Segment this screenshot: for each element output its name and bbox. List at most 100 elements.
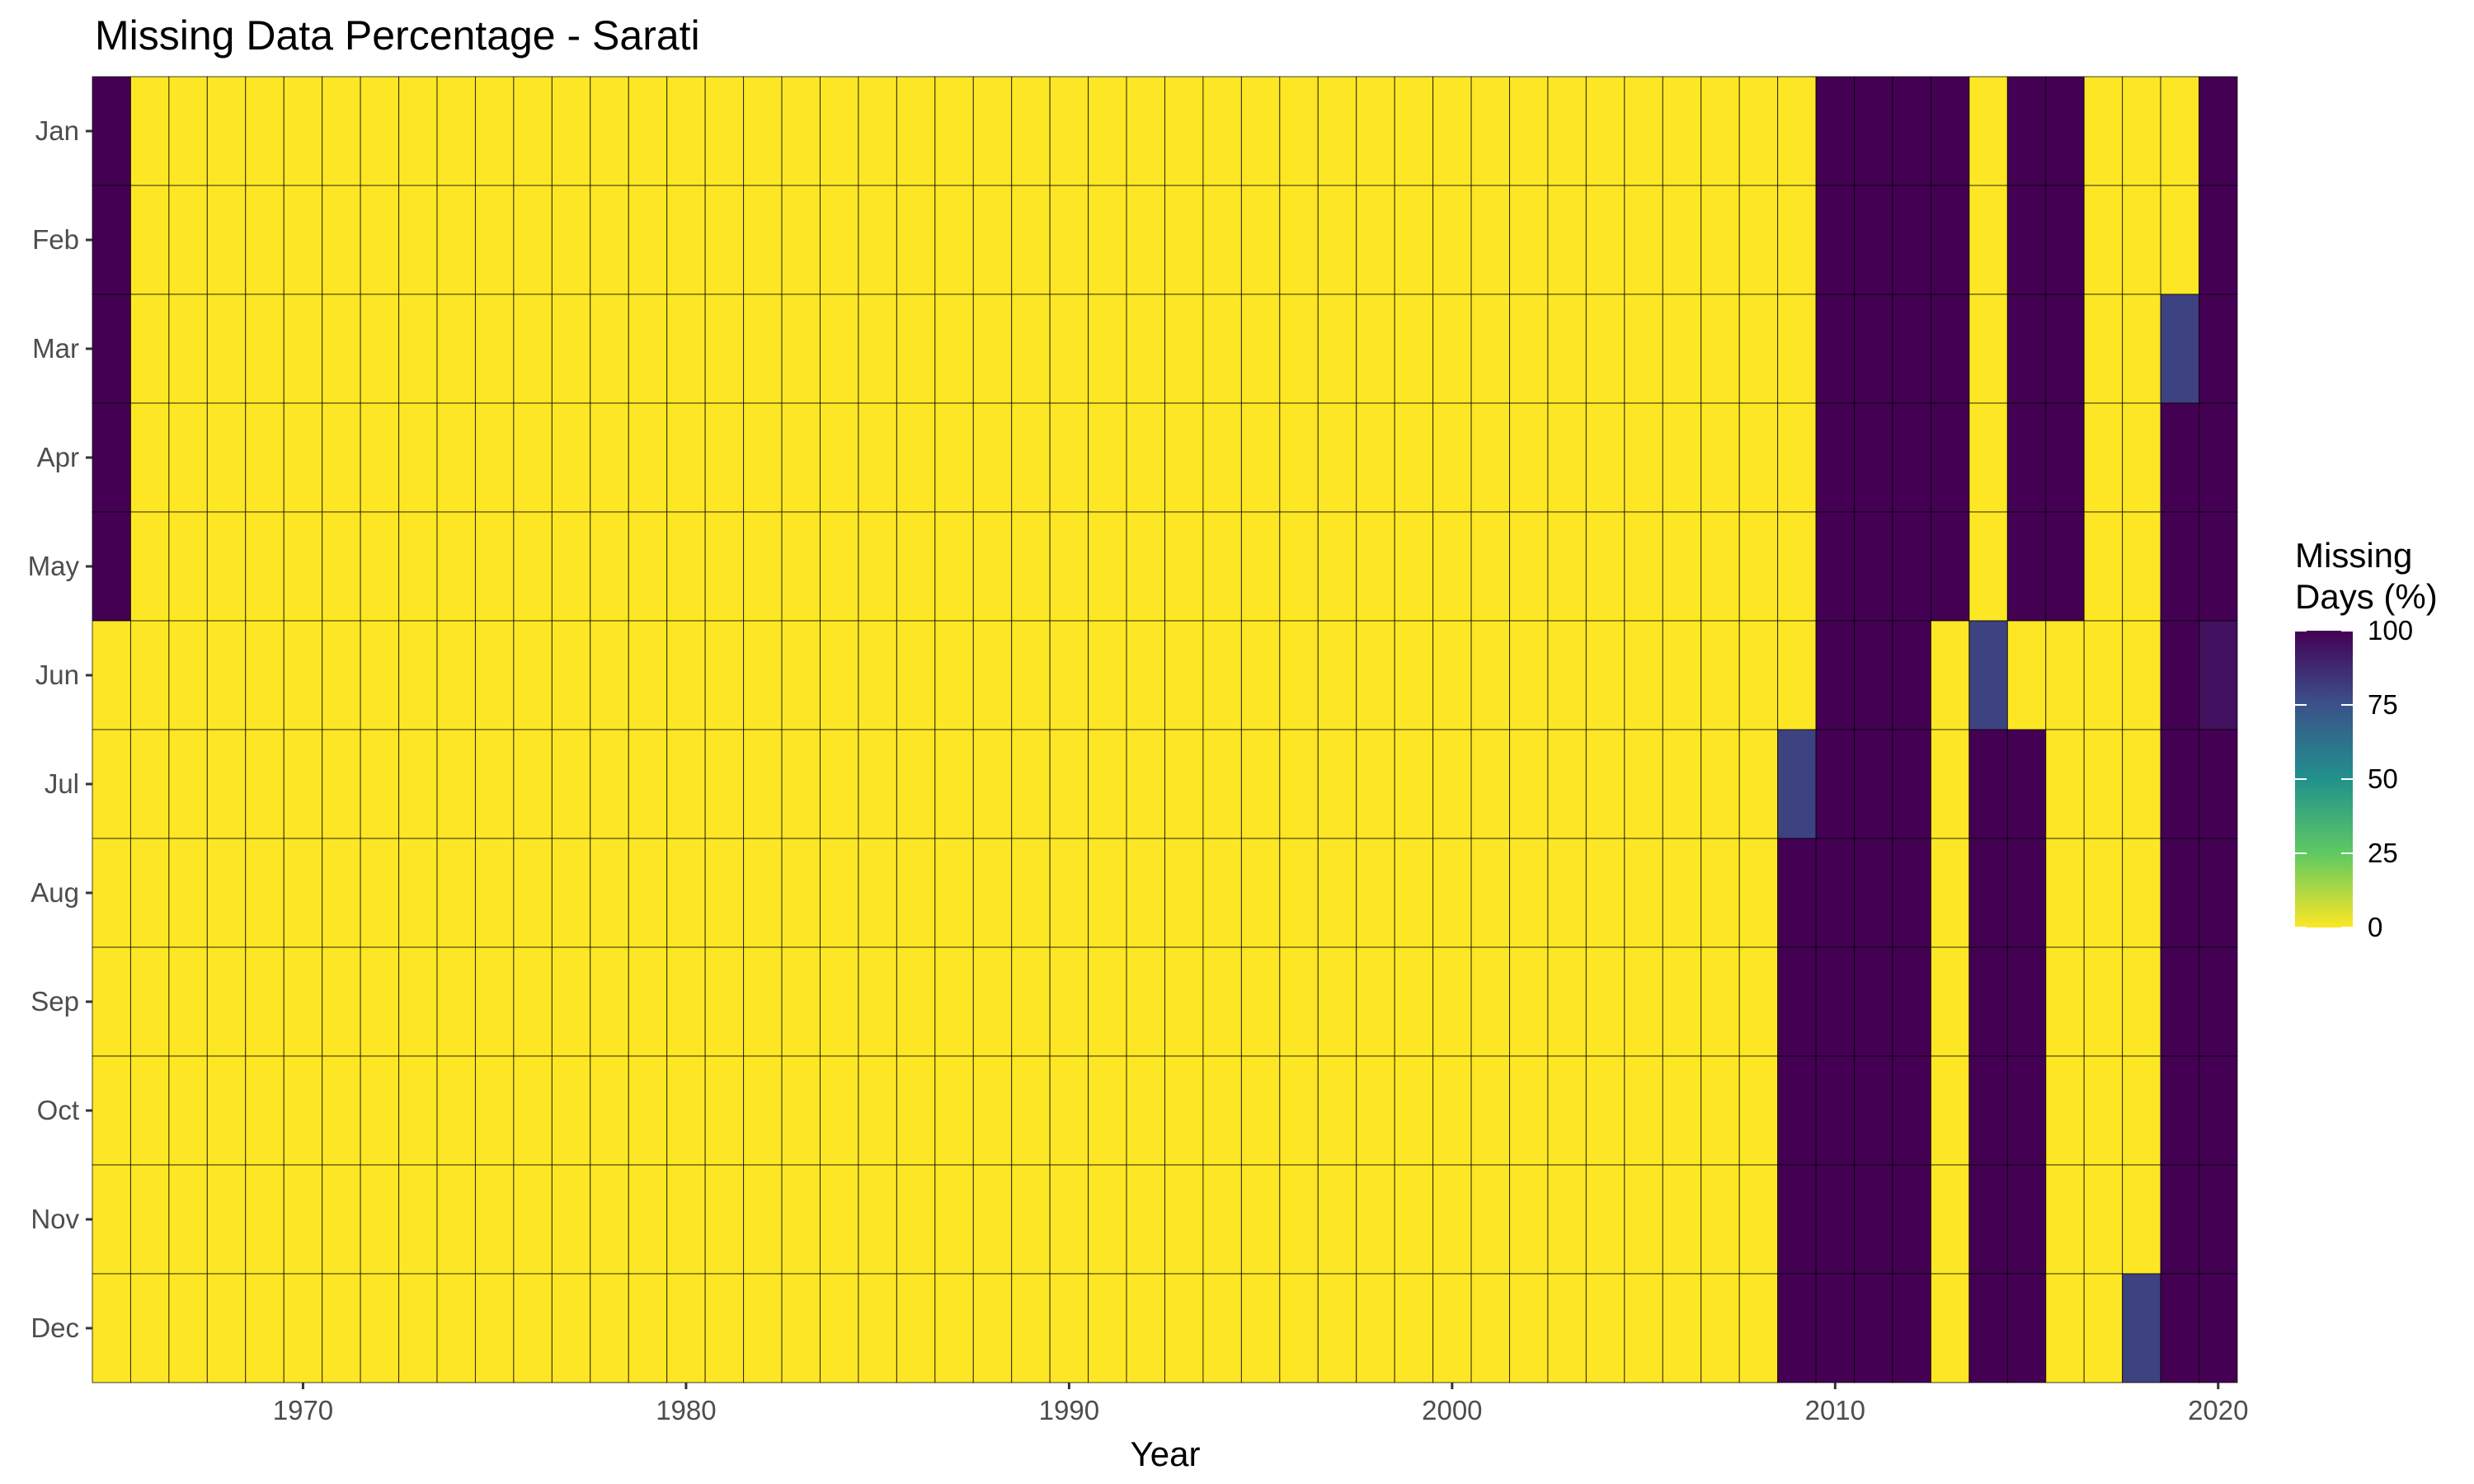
heatmap-cell-2018-aug xyxy=(2122,838,2161,948)
heatmap-cell-1973-may xyxy=(398,511,438,622)
heatmap-cell-2008-aug xyxy=(1738,838,1779,948)
heatmap-cell-2019-jul xyxy=(2160,729,2200,839)
heatmap-cell-1980-jan xyxy=(666,76,706,186)
heatmap-cell-1989-nov xyxy=(1011,1164,1051,1275)
heatmap-cell-1993-dec xyxy=(1164,1273,1204,1383)
heatmap-cell-1967-jun xyxy=(168,620,208,730)
heatmap-cell-1998-jun xyxy=(1356,620,1395,730)
heatmap-cell-1993-jan xyxy=(1164,76,1204,186)
x-tick-label-2020: 2020 xyxy=(2188,1395,2248,1425)
heatmap-cell-1966-sep xyxy=(129,946,170,1057)
heatmap-cell-2008-jul xyxy=(1738,729,1779,839)
heatmap-cell-1991-nov xyxy=(1088,1164,1127,1275)
heatmap-cell-1987-may xyxy=(934,511,974,622)
heatmap-cell-1993-jun xyxy=(1164,620,1204,730)
heatmap-cell-2009-feb xyxy=(1777,185,1817,295)
heatmap-cell-2013-mar xyxy=(1930,294,1970,404)
heatmap-cell-1995-feb xyxy=(1240,185,1281,295)
heatmap-cell-1991-mar xyxy=(1088,294,1127,404)
heatmap-cell-1988-nov xyxy=(972,1164,1013,1275)
heatmap-cell-1999-feb xyxy=(1394,185,1434,295)
heatmap-cell-1980-oct xyxy=(666,1055,706,1166)
heatmap-cell-2012-aug xyxy=(1892,838,1931,948)
heatmap-cell-2019-may xyxy=(2160,511,2200,622)
heatmap-cell-1970-oct xyxy=(283,1055,323,1166)
heatmap-cell-2013-jan xyxy=(1930,76,1970,186)
heatmap-cell-2017-nov xyxy=(2083,1164,2124,1275)
heatmap-cell-1999-dec xyxy=(1394,1273,1434,1383)
heatmap-cell-2012-apr xyxy=(1892,402,1931,513)
heatmap-cell-2007-dec xyxy=(1700,1273,1740,1383)
heatmap-cell-1969-dec xyxy=(245,1273,285,1383)
heatmap-cell-1975-feb xyxy=(474,185,515,295)
heatmap-cell-2014-sep xyxy=(1968,946,2008,1057)
heatmap-cell-2004-dec xyxy=(1585,1273,1625,1383)
heatmap-cell-1986-sep xyxy=(896,946,936,1057)
heatmap-cell-1965-jul xyxy=(92,729,131,839)
heatmap-cell-2017-mar xyxy=(2083,294,2124,404)
heatmap-cell-2000-jan xyxy=(1432,76,1472,186)
heatmap-cell-1972-jul xyxy=(360,729,400,839)
heatmap-cell-1985-aug xyxy=(858,838,897,948)
heatmap-cell-1989-jan xyxy=(1011,76,1051,186)
heatmap-cell-2011-jul xyxy=(1854,729,1893,839)
heatmap-cell-1996-nov xyxy=(1279,1164,1319,1275)
heatmap-cell-2006-mar xyxy=(1662,294,1702,404)
heatmap-cell-1980-mar xyxy=(666,294,706,404)
heatmap-cell-2003-jun xyxy=(1547,620,1587,730)
heatmap-cell-2003-nov xyxy=(1547,1164,1587,1275)
heatmap-cell-1983-mar xyxy=(781,294,821,404)
heatmap-cell-2001-jan xyxy=(1470,76,1511,186)
heatmap-cell-1973-nov xyxy=(398,1164,438,1275)
heatmap-cell-2019-mar xyxy=(2160,294,2200,404)
heatmap-cell-1979-apr xyxy=(628,402,668,513)
heatmap-cell-1986-may xyxy=(896,511,936,622)
heatmap-cell-1971-nov xyxy=(322,1164,361,1275)
heatmap-cell-1986-nov xyxy=(896,1164,936,1275)
heatmap-cell-2016-jun xyxy=(2045,620,2085,730)
heatmap-cell-1968-jul xyxy=(206,729,247,839)
heatmap-cell-1965-aug xyxy=(92,838,131,948)
heatmap-cell-1997-nov xyxy=(1317,1164,1357,1275)
heatmap-cell-2010-mar xyxy=(1815,294,1856,404)
heatmap-cell-2001-dec xyxy=(1470,1273,1511,1383)
heatmap-cell-1978-jul xyxy=(590,729,629,839)
heatmap-cell-1975-jul xyxy=(474,729,515,839)
heatmap-cell-1966-dec xyxy=(129,1273,170,1383)
heatmap-cell-2006-oct xyxy=(1662,1055,1702,1166)
heatmap-cell-1978-oct xyxy=(590,1055,629,1166)
heatmap-cell-2003-aug xyxy=(1547,838,1587,948)
heatmap-cell-1978-may xyxy=(590,511,629,622)
heatmap-cell-2000-mar xyxy=(1432,294,1472,404)
x-tick-label-2000: 2000 xyxy=(1422,1395,1482,1425)
heatmap-cell-1985-oct xyxy=(858,1055,897,1166)
heatmap-cell-1973-mar xyxy=(398,294,438,404)
heatmap-cell-2009-mar xyxy=(1777,294,1817,404)
x-tick-label-1970: 1970 xyxy=(273,1395,333,1425)
heatmap-cell-2004-jul xyxy=(1585,729,1625,839)
heatmap-cell-1979-mar xyxy=(628,294,668,404)
heatmap-cell-1983-jun xyxy=(781,620,821,730)
heatmap-cell-2015-jan xyxy=(2006,76,2047,186)
heatmap-cell-1996-dec xyxy=(1279,1273,1319,1383)
heatmap-cell-1996-oct xyxy=(1279,1055,1319,1166)
heatmap-cell-1966-apr xyxy=(129,402,170,513)
heatmap-cell-1989-jul xyxy=(1011,729,1051,839)
heatmap-cell-1990-apr xyxy=(1049,402,1089,513)
heatmap-cell-2018-dec xyxy=(2122,1273,2161,1383)
heatmap-cell-1967-dec xyxy=(168,1273,208,1383)
heatmap-cell-1992-apr xyxy=(1126,402,1166,513)
heatmap-cell-2010-jan xyxy=(1815,76,1856,186)
heatmap-cell-1998-sep xyxy=(1356,946,1395,1057)
heatmap-cell-1984-mar xyxy=(819,294,859,404)
heatmap-cell-2002-feb xyxy=(1509,185,1549,295)
heatmap-cell-1968-oct xyxy=(206,1055,247,1166)
heatmap-cell-1982-jan xyxy=(743,76,783,186)
heatmap-cell-1992-jul xyxy=(1126,729,1166,839)
heatmap-cell-1977-apr xyxy=(551,402,591,513)
heatmap-cell-1990-sep xyxy=(1049,946,1089,1057)
heatmap-cell-2007-may xyxy=(1700,511,1740,622)
heatmap-cell-2004-feb xyxy=(1585,185,1625,295)
heatmap-cell-2007-oct xyxy=(1700,1055,1740,1166)
heatmap-cell-1995-apr xyxy=(1240,402,1281,513)
